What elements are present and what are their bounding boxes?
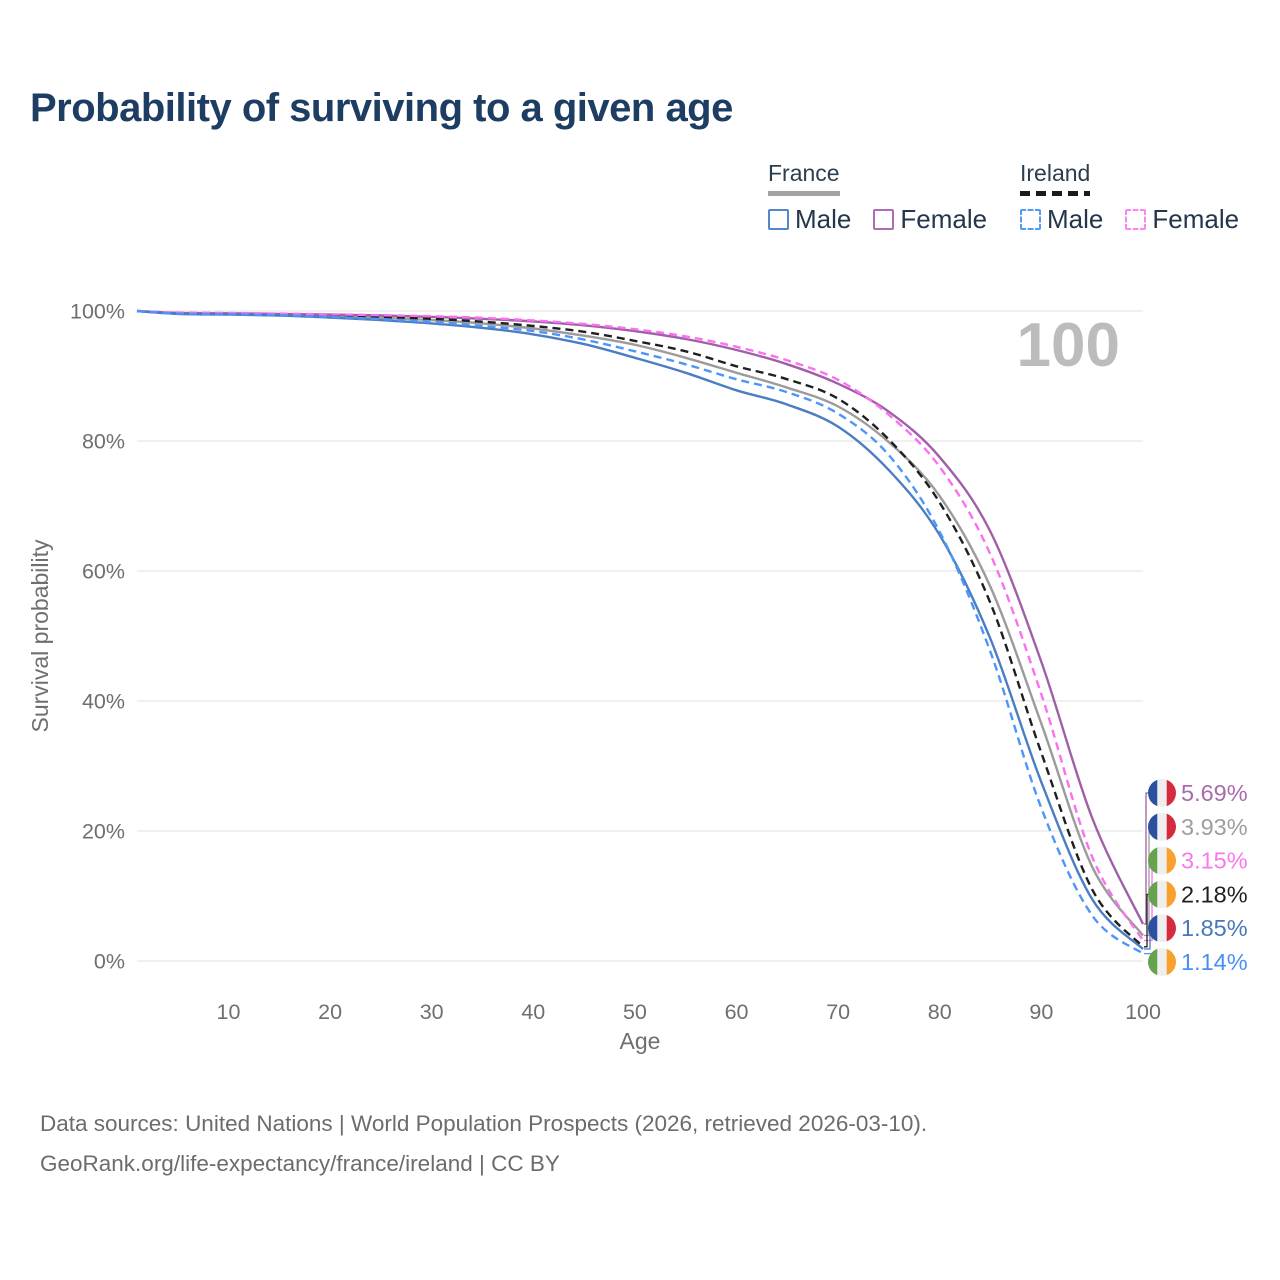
- y-tick-label-40%: 40%: [82, 690, 125, 714]
- legend-group-france: France Male Female: [768, 160, 987, 235]
- x-tick-label-30: 30: [420, 1000, 444, 1024]
- flag-france-icon: [1148, 779, 1176, 807]
- end-label-ireland-both: 2.18%: [1181, 881, 1248, 907]
- legend-group-label-ireland: Ireland: [1020, 160, 1091, 186]
- flag-france-icon: [1148, 914, 1176, 943]
- legend-line-style-france-solid: [768, 191, 840, 196]
- y-tick-label-0%: 0%: [94, 950, 125, 974]
- y-tick-label-100%: 100%: [70, 300, 125, 324]
- legend-item-ireland-female[interactable]: Female: [1125, 204, 1239, 235]
- legend-line-style-ireland-dashed: [1020, 191, 1090, 196]
- series-line-france-both[interactable]: [136, 309, 1144, 937]
- chart-footer: Data sources: United Nations | World Pop…: [40, 1104, 927, 1184]
- flag-ireland-icon: [1148, 880, 1176, 909]
- series-line-france-female[interactable]: [136, 309, 1145, 925]
- x-tick-label-40: 40: [521, 1000, 545, 1024]
- flag-ireland-icon: [1148, 846, 1176, 875]
- legend-item-ireland-male[interactable]: Male: [1020, 204, 1103, 235]
- legend-label-ireland-female: Female: [1152, 204, 1240, 234]
- x-tick-label-90: 90: [1029, 1000, 1053, 1024]
- series-line-ireland-male[interactable]: [136, 309, 1144, 955]
- x-tick-label-100: 100: [1125, 1000, 1161, 1024]
- flag-france-icon: [1148, 812, 1176, 841]
- y-tick-label-60%: 60%: [82, 560, 125, 584]
- x-tick-label-50: 50: [623, 1000, 647, 1024]
- chart-title: Probability of surviving to a given age: [30, 86, 733, 130]
- legend-swatch-france-male-icon: [768, 209, 789, 230]
- series-line-france-male[interactable]: [136, 309, 1144, 950]
- hovered-age-watermark: 100: [1017, 311, 1120, 380]
- legend-swatch-ireland-male-icon: [1020, 209, 1041, 230]
- legend-group-ireland: Ireland Male Female: [1020, 160, 1239, 235]
- end-label-ireland-male: 1.14%: [1181, 949, 1248, 975]
- end-label-ireland-female: 3.15%: [1181, 848, 1248, 874]
- end-label-france-both: 3.93%: [1181, 814, 1248, 840]
- legend-item-france-female[interactable]: Female: [873, 204, 987, 235]
- flag-ireland-icon: [1148, 948, 1176, 976]
- x-tick-label-10: 10: [216, 1000, 240, 1024]
- y-axis-title: Survival probability: [27, 539, 53, 733]
- series-line-ireland-female[interactable]: [136, 309, 1145, 942]
- x-tick-label-80: 80: [928, 1000, 952, 1024]
- end-label-connector-france-female: [1144, 792, 1148, 925]
- end-label-france-male: 1.85%: [1181, 915, 1248, 941]
- footer-data-sources: Data sources: United Nations | World Pop…: [40, 1111, 928, 1136]
- footer-attribution: GeoRank.org/life-expectancy/france/irela…: [40, 1151, 560, 1176]
- legend-group-label-france: France: [768, 160, 840, 186]
- y-tick-label-20%: 20%: [82, 820, 125, 844]
- legend-label-france-female: Female: [900, 204, 988, 234]
- legend-label-ireland-male: Male: [1047, 204, 1104, 234]
- legend-swatch-ireland-female-icon: [1125, 209, 1147, 230]
- x-tick-label-70: 70: [826, 1000, 850, 1024]
- y-tick-label-80%: 80%: [82, 430, 125, 454]
- end-label-france-female: 5.69%: [1181, 780, 1248, 806]
- legend-item-france-male[interactable]: Male: [768, 204, 851, 235]
- legend-label-france-male: Male: [795, 204, 852, 234]
- end-label-connector-ireland-both: [1144, 893, 1148, 948]
- series-line-ireland-both[interactable]: [136, 309, 1144, 948]
- x-tick-label-60: 60: [725, 1000, 749, 1024]
- x-tick-label-20: 20: [318, 1000, 342, 1024]
- x-axis-title: Age: [620, 1028, 661, 1054]
- legend-swatch-france-female-icon: [873, 209, 895, 230]
